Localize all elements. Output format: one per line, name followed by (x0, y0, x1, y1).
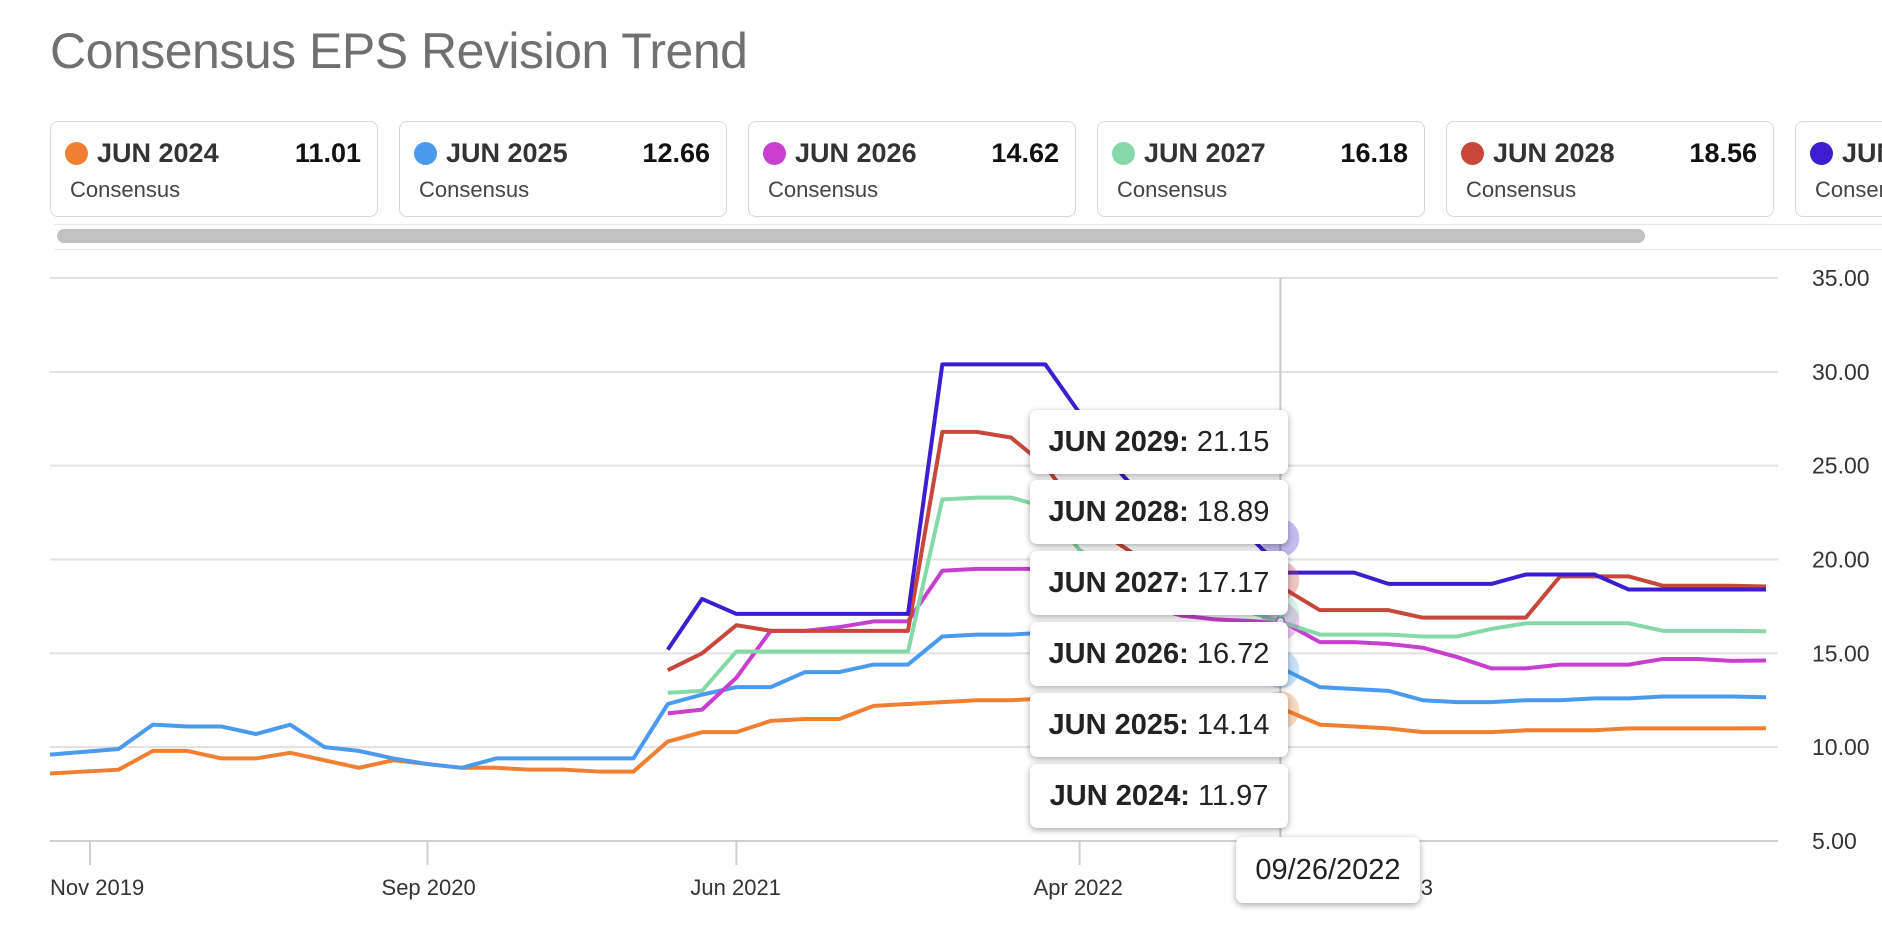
consensus-card-jun-2026[interactable]: JUN 2026 14.62 Consensus (748, 121, 1076, 217)
tooltip-label: JUN 2026: (1048, 638, 1189, 670)
tooltip-label: JUN 2028: (1048, 496, 1189, 528)
series-line-jun-2026[interactable] (667, 566, 1767, 716)
consensus-cards-strip: JUN 2024 11.01 Consensus JUN 2025 12.66 … (50, 121, 1882, 221)
tooltip-label: JUN 2029: (1048, 426, 1189, 458)
card-series-name: JUN 2026 (795, 138, 917, 168)
consensus-card-jun-2028[interactable]: JUN 2028 18.56 Consensus (1446, 121, 1774, 217)
series-line-jun-2025[interactable] (49, 630, 1767, 770)
y-tick-label: 25.00 (1812, 453, 1870, 479)
card-series-name: JUN 2029 (1842, 138, 1882, 168)
tooltip-jun-2029: JUN 2029: 21.15 (1030, 410, 1288, 474)
cards-scrollbar-thumb[interactable] (57, 229, 1645, 243)
consensus-card-jun-2025[interactable]: JUN 2025 12.66 Consensus (399, 121, 727, 217)
crosshair-date-label: 09/26/2022 (1236, 837, 1420, 903)
card-sub-label: Consensus (419, 177, 530, 202)
y-tick-label: 30.00 (1812, 359, 1870, 385)
tooltip-value: 21.15 (1196, 426, 1270, 458)
series-color-dot (1112, 142, 1135, 165)
x-tick-label: Nov 2019 (50, 875, 144, 900)
card-series-name: JUN 2024 (97, 138, 219, 168)
tooltip-label: JUN 2025: (1048, 709, 1189, 741)
series-color-dot (414, 142, 437, 165)
x-tick-label: Jun 2021 (690, 875, 781, 900)
series-color-dot (1461, 142, 1484, 165)
card-consensus-value: 16.18 (1340, 138, 1408, 168)
card-sub-label: Consensus (1117, 177, 1228, 202)
card-consensus-value: 14.62 (991, 138, 1059, 168)
card-sub-label: Consensus (1815, 177, 1882, 202)
tooltip-jun-2026: JUN 2026: 16.72 (1030, 622, 1288, 686)
tooltip-jun-2028: JUN 2028: 18.89 (1030, 480, 1288, 544)
card-consensus-value: 12.66 (642, 138, 710, 168)
card-consensus-value: 18.56 (1689, 138, 1757, 168)
tooltip-value: 16.72 (1196, 638, 1270, 670)
card-sub-label: Consensus (1466, 177, 1577, 202)
consensus-card-jun-2027[interactable]: JUN 2027 16.18 Consensus (1097, 121, 1425, 217)
page-title: Consensus EPS Revision Trend (50, 23, 748, 79)
series-color-dot (65, 142, 88, 165)
tooltip-jun-2025: JUN 2025: 14.14 (1030, 693, 1288, 757)
card-series-name: JUN 2027 (1144, 138, 1266, 168)
series-line-jun-2024[interactable] (49, 694, 1767, 776)
series-color-dot (763, 142, 786, 165)
tooltip-value: 14.14 (1196, 709, 1270, 741)
y-tick-label: 35.00 (1812, 265, 1870, 291)
card-sub-label: Consensus (768, 177, 879, 202)
tooltip-label: JUN 2024: (1049, 780, 1190, 812)
tooltip-value: 18.89 (1196, 496, 1270, 528)
tooltip-jun-2027: JUN 2027: 17.17 (1030, 551, 1288, 615)
tooltip-value: 11.97 (1197, 780, 1269, 812)
x-tick-label: Apr 2022 (1034, 875, 1123, 900)
y-tick-label: 20.00 (1812, 547, 1870, 573)
consensus-card-jun-2024[interactable]: JUN 2024 11.01 Consensus (50, 121, 378, 217)
tooltip-jun-2024: JUN 2024: 11.97 (1030, 764, 1288, 828)
y-tick-label: 5.00 (1812, 828, 1857, 854)
series-color-dot (1810, 142, 1833, 165)
card-series-name: JUN 2028 (1493, 138, 1615, 168)
card-sub-label: Consensus (70, 177, 181, 202)
tooltip-label: JUN 2027: (1048, 567, 1189, 599)
y-tick-label: 15.00 (1812, 640, 1870, 666)
tooltip-value: 17.17 (1196, 567, 1270, 599)
card-consensus-value: 11.01 (294, 138, 361, 168)
x-tick-label: Sep 2020 (382, 875, 476, 900)
card-series-name: JUN 2025 (446, 138, 568, 168)
y-tick-label: 10.00 (1812, 734, 1870, 760)
consensus-card-jun-2029[interactable]: JUN 2029 Consensus (1795, 121, 1882, 217)
